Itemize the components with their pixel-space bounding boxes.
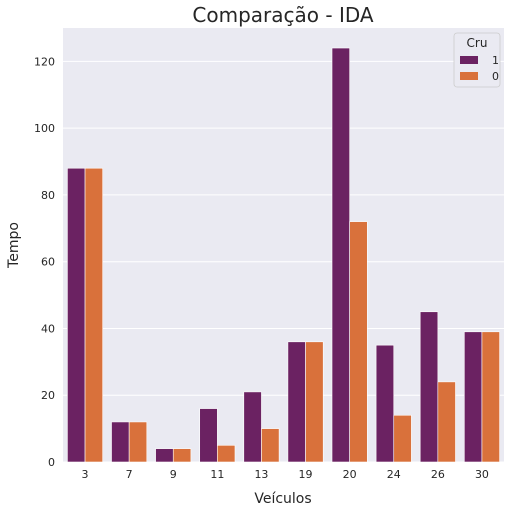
x-tick-label: 13 <box>254 468 268 481</box>
x-tick-label: 7 <box>126 468 133 481</box>
legend-label-0: 0 <box>492 70 499 83</box>
bar-3-series-0 <box>84 167 103 463</box>
bars <box>67 47 500 463</box>
bar-26-series-0 <box>437 381 456 463</box>
x-tick-label: 3 <box>82 468 89 481</box>
x-tick-label: 19 <box>299 468 313 481</box>
x-tick-label: 11 <box>210 468 224 481</box>
bar-30-series-0 <box>481 331 500 463</box>
bar-11-series-0 <box>217 445 236 463</box>
x-axis-label: Veículos <box>254 491 311 507</box>
y-tick-label: 40 <box>41 322 55 335</box>
bar-20-series-0 <box>349 221 368 463</box>
y-tick-label: 100 <box>34 122 55 135</box>
legend-title: Cru <box>467 36 488 50</box>
bar-19-series-1 <box>287 341 306 463</box>
x-tick-label: 26 <box>431 468 445 481</box>
y-tick-label: 60 <box>41 256 55 269</box>
x-tick-label: 20 <box>343 468 357 481</box>
legend: Cru 1 0 <box>453 32 501 88</box>
x-tick-label: 24 <box>387 468 401 481</box>
y-tick-label: 20 <box>41 389 55 402</box>
bar-19-series-0 <box>305 341 324 463</box>
y-axis-ticks: 0 20 40 60 80 100 120 <box>34 55 55 469</box>
bar-9-series-0 <box>172 448 192 463</box>
legend-swatch-1 <box>460 56 478 64</box>
bar-7-series-1 <box>111 421 130 463</box>
bar-30-series-1 <box>464 331 483 463</box>
bar-20-series-1 <box>331 47 350 463</box>
legend-swatch-0 <box>460 72 478 80</box>
bar-24-series-1 <box>375 344 395 463</box>
x-tick-label: 30 <box>475 468 489 481</box>
bar-9-series-1 <box>155 448 174 463</box>
bar-11-series-1 <box>199 408 218 463</box>
bar-24-series-0 <box>393 414 412 463</box>
y-tick-label: 120 <box>34 55 55 68</box>
y-axis-label: Tempo <box>6 222 22 269</box>
y-tick-label: 80 <box>41 189 55 202</box>
x-tick-label: 9 <box>170 468 177 481</box>
bar-3-series-1 <box>67 167 86 463</box>
bar-13-series-1 <box>243 391 262 463</box>
bar-26-series-1 <box>419 311 439 463</box>
bar-13-series-0 <box>261 428 280 463</box>
legend-label-1: 1 <box>492 54 499 67</box>
x-axis-ticks: 3 7 9 11 13 19 20 24 26 30 <box>82 468 489 481</box>
y-tick-label: 0 <box>48 456 55 469</box>
chart-title: Comparação - IDA <box>192 3 373 27</box>
bar-7-series-0 <box>128 421 148 463</box>
